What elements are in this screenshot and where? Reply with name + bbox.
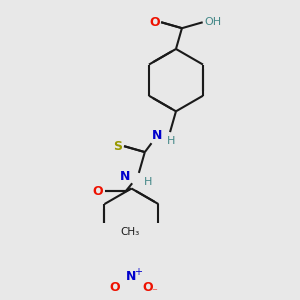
Text: O: O [93,185,104,198]
Text: O: O [110,281,120,294]
Text: H: H [144,177,152,187]
Text: N: N [120,170,131,183]
Text: N: N [152,129,162,142]
Text: OH: OH [205,17,222,27]
Text: +: + [134,267,142,277]
Text: CH₃: CH₃ [121,227,140,237]
Text: S: S [113,140,122,153]
Text: O: O [142,281,153,294]
Text: H: H [167,136,176,146]
Text: ⁻: ⁻ [151,287,157,297]
Text: O: O [149,16,160,29]
Text: N: N [126,270,136,283]
